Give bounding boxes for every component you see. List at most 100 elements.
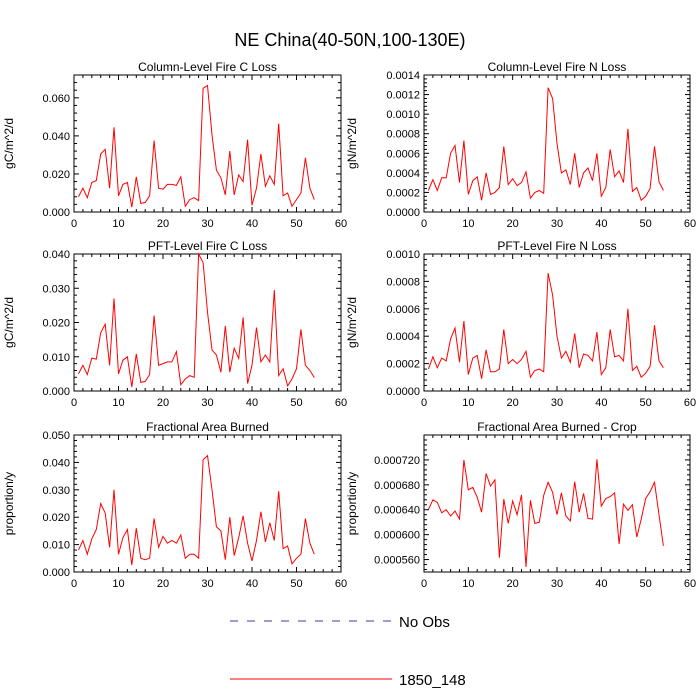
- x-tick-label: 40: [246, 397, 258, 409]
- y-tick-label: 0.000: [42, 207, 70, 219]
- series-line-1850-148: [78, 84, 315, 208]
- y-tick-label: 0.0004: [386, 168, 420, 180]
- series-line-1850-148: [78, 252, 315, 388]
- y-tick-label: 0.020: [42, 512, 70, 524]
- y-tick-label: 0.000560: [374, 555, 420, 567]
- legend-label-no-obs: No Obs: [399, 614, 450, 631]
- panel-title: Column-Level Fire C Loss: [138, 60, 277, 74]
- x-tick-label: 20: [157, 218, 169, 230]
- x-tick-label: 50: [640, 218, 652, 230]
- y-tick-label: 0.020: [42, 169, 70, 181]
- x-tick-label: 20: [507, 578, 519, 590]
- panel-title: PFT-Level Fire C Loss: [148, 239, 267, 253]
- x-tick-label: 30: [201, 578, 213, 590]
- y-tick-label: 0.030: [42, 283, 70, 295]
- x-tick-label: 0: [421, 397, 427, 409]
- plot-frame: [423, 434, 691, 573]
- y-tick-label: 0.0014: [386, 70, 420, 82]
- x-tick-label: 20: [507, 218, 519, 230]
- y-tick-label: 0.000640: [374, 505, 420, 517]
- y-tick-label: 0.020: [42, 318, 70, 330]
- y-tick-label: 0.000: [42, 386, 70, 398]
- y-tick-label: 0.0008: [386, 276, 420, 288]
- y-tick-label: 0.040: [42, 249, 70, 261]
- y-tick-label: 0.040: [42, 131, 70, 143]
- x-tick-label: 30: [201, 218, 213, 230]
- x-tick-label: 50: [290, 578, 302, 590]
- y-tick-label: 0.040: [42, 457, 70, 469]
- panel-4: PFT-Level Fire N Loss gN/m^2/d 0 10 20 30 40 50…: [345, 239, 696, 409]
- series-line-1850-148: [427, 87, 664, 202]
- y-tick-label: 0.0006: [386, 304, 420, 316]
- y-tick-label: 0.0010: [386, 249, 420, 261]
- x-tick-label: 60: [684, 397, 696, 409]
- x-tick-label: 30: [551, 578, 563, 590]
- y-axis-label: gN/m^2/d: [345, 297, 359, 348]
- panel-title: Fractional Area Burned - Crop: [477, 420, 637, 434]
- x-tick-label: 50: [640, 578, 652, 590]
- y-tick-label: 0.010: [42, 352, 70, 364]
- series-line-1850-148: [427, 459, 664, 568]
- x-tick-label: 30: [201, 397, 213, 409]
- y-tick-label: 0.030: [42, 485, 70, 497]
- x-tick-label: 30: [551, 218, 563, 230]
- x-tick-label: 10: [462, 397, 474, 409]
- x-tick-label: 20: [507, 397, 519, 409]
- y-tick-label: 0.0012: [386, 90, 420, 102]
- x-tick-label: 60: [335, 578, 347, 590]
- legend: No Obs 1850_148: [230, 614, 466, 689]
- series-line-1850-148: [427, 273, 664, 379]
- y-tick-label: 0.0002: [386, 359, 420, 371]
- x-tick-label: 0: [421, 578, 427, 590]
- legend-label-1850-148: 1850_148: [399, 672, 466, 689]
- x-tick-label: 50: [640, 397, 652, 409]
- x-tick-label: 50: [290, 218, 302, 230]
- y-tick-label: 0.010: [42, 540, 70, 552]
- x-tick-label: 20: [157, 397, 169, 409]
- panel-1: Column-Level Fire C Loss gC/m^2/d 0 10 20 30 4…: [2, 60, 347, 230]
- panel-title: PFT-Level Fire N Loss: [497, 239, 616, 253]
- x-tick-label: 10: [462, 578, 474, 590]
- y-axis-label: gC/m^2/d: [2, 118, 16, 169]
- x-tick-label: 60: [684, 218, 696, 230]
- y-axis-label: gN/m^2/d: [345, 118, 359, 169]
- panel-5: Fractional Area Burned proportion/y 0 10 20 3…: [2, 420, 347, 590]
- x-tick-label: 30: [551, 397, 563, 409]
- x-tick-label: 10: [112, 397, 124, 409]
- x-tick-label: 40: [595, 218, 607, 230]
- y-tick-label: 0.000600: [374, 530, 420, 542]
- y-axis-label: gC/m^2/d: [2, 297, 16, 348]
- x-tick-label: 50: [290, 397, 302, 409]
- panel-6: Fractional Area Burned - Crop proportion/…: [345, 420, 696, 590]
- series-line-1850-148: [78, 454, 315, 566]
- x-tick-label: 60: [335, 218, 347, 230]
- y-axis-label: proportion/y: [345, 472, 359, 535]
- panel-3: PFT-Level Fire C Loss gC/m^2/d 0 10 20 30 40 50…: [2, 239, 347, 409]
- y-tick-label: 0.060: [42, 93, 70, 105]
- panel-title: Column-Level Fire N Loss: [488, 60, 627, 74]
- panel-2: Column-Level Fire N Loss gN/m^2/d 0 10 20 30 4…: [345, 60, 696, 230]
- y-tick-label: 0.0010: [386, 109, 420, 121]
- x-tick-label: 40: [246, 218, 258, 230]
- y-axis-label: proportion/y: [2, 472, 16, 535]
- x-tick-label: 0: [71, 578, 77, 590]
- x-tick-label: 10: [112, 218, 124, 230]
- x-tick-label: 60: [335, 397, 347, 409]
- y-tick-label: 0.0006: [386, 148, 420, 160]
- x-tick-label: 10: [112, 578, 124, 590]
- x-tick-label: 40: [595, 578, 607, 590]
- y-tick-label: 0.0000: [386, 386, 420, 398]
- plot-frame: [73, 253, 342, 392]
- x-tick-label: 20: [157, 578, 169, 590]
- x-tick-label: 0: [421, 218, 427, 230]
- y-tick-label: 0.0008: [386, 129, 420, 141]
- x-tick-label: 0: [71, 397, 77, 409]
- figure-title: NE China(40-50N,100-130E): [234, 30, 465, 50]
- y-tick-label: 0.0004: [386, 331, 420, 343]
- y-tick-label: 0.000720: [374, 455, 420, 467]
- y-tick-label: 0.0002: [386, 187, 420, 199]
- x-tick-label: 40: [246, 578, 258, 590]
- x-tick-label: 60: [684, 578, 696, 590]
- x-tick-label: 40: [595, 397, 607, 409]
